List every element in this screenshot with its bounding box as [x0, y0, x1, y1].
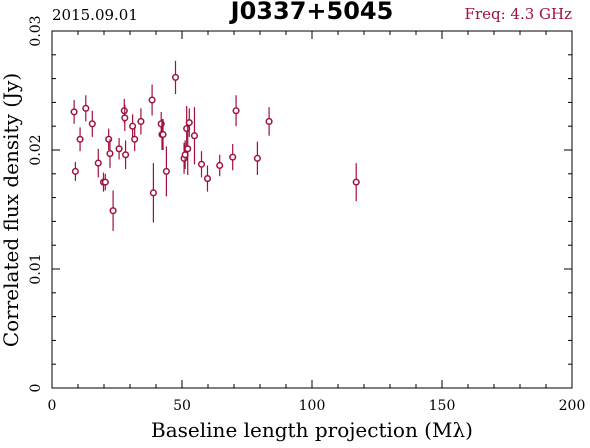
frequency-label: Freq: 4.3 GHz — [465, 5, 573, 23]
data-point — [216, 161, 224, 170]
data-point — [184, 145, 192, 153]
data-point — [106, 150, 114, 158]
data-point — [149, 189, 157, 197]
data-point — [232, 107, 240, 115]
chart-title: J0337+5045 — [229, 0, 394, 25]
data-point — [183, 125, 191, 133]
data-point — [76, 135, 84, 143]
data-point — [229, 153, 237, 161]
data-point — [265, 117, 273, 125]
x-tick-label: 200 — [559, 398, 586, 414]
data-point — [197, 160, 206, 168]
data-point — [137, 117, 145, 125]
data-point — [88, 120, 96, 128]
data-point — [185, 119, 193, 127]
data-point — [94, 159, 102, 167]
data-point — [122, 151, 130, 159]
x-tick-label: 50 — [173, 398, 191, 414]
x-tick-label: 0 — [48, 398, 57, 414]
data-point — [203, 175, 212, 183]
observation-date: 2015.09.01 — [52, 6, 138, 24]
data-point — [115, 145, 123, 153]
data-point — [190, 132, 199, 140]
data-point — [148, 96, 156, 104]
data-point — [121, 114, 129, 122]
data-point — [162, 167, 170, 175]
x-tick-label: 100 — [299, 398, 326, 414]
data-point — [101, 178, 109, 186]
data-point — [70, 108, 78, 116]
plot-frame — [51, 30, 573, 389]
y-tick-label: 0.02 — [28, 134, 44, 165]
ticks-layer: 0 50 100 150 200 0 0.01 0.02 0.03 — [28, 15, 585, 414]
y-axis-label: Correlated flux density (Jy) — [0, 73, 23, 347]
y-tick-label: 0.03 — [28, 15, 44, 46]
y-tick-label: 0.01 — [28, 253, 44, 284]
data-point — [82, 104, 90, 112]
data-point — [159, 130, 167, 139]
data-point — [105, 135, 113, 143]
data-point — [109, 207, 117, 215]
data-point — [171, 73, 180, 81]
data-point — [129, 122, 137, 130]
x-axis-label: Baseline length projection (Mλ) — [151, 418, 473, 442]
points-layer — [70, 60, 360, 231]
x-tick-label: 150 — [429, 398, 456, 414]
data-point — [181, 151, 189, 159]
data-point — [352, 178, 360, 186]
y-tick-label: 0 — [28, 384, 44, 393]
data-point — [253, 154, 261, 162]
data-point — [131, 135, 139, 143]
data-point — [71, 167, 79, 175]
